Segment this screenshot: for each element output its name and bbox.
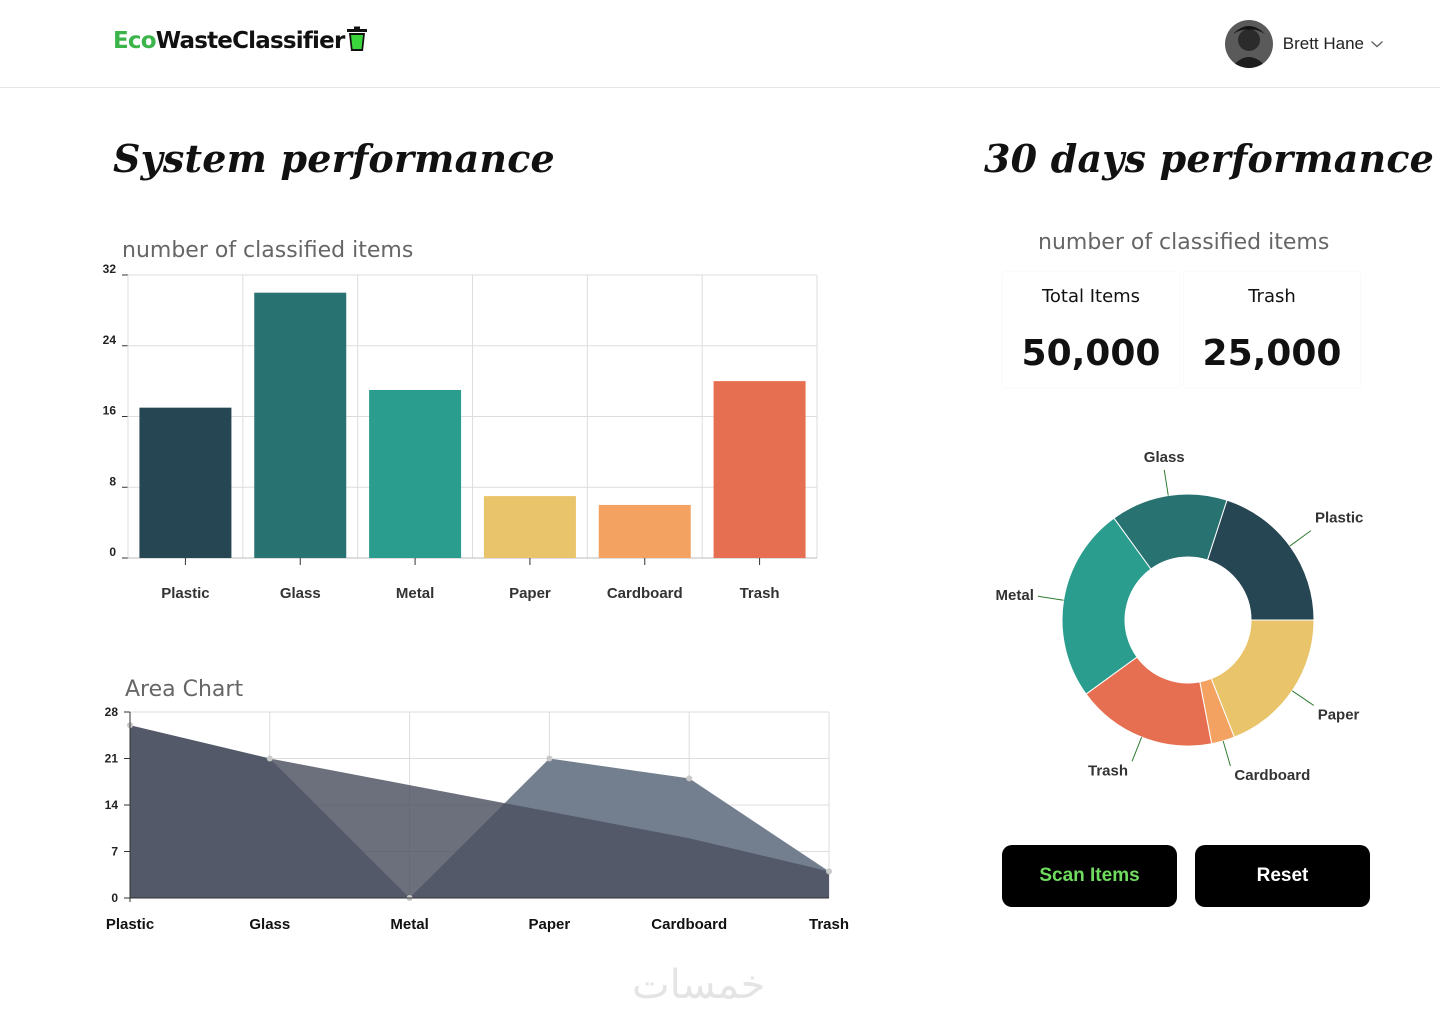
donut-chart: Plastic Paper Cardboard Trash Metal Glass (996, 449, 1364, 784)
x-tick-label-cardboard: Cardboard (651, 916, 727, 933)
area-point (546, 755, 553, 762)
area-point (686, 775, 693, 782)
thirty-days-performance-title: 30 days performance (984, 136, 1435, 181)
slice-leader-trash (1131, 736, 1143, 762)
bar-chart: 0 8 16 24 32 Plastic Glass Metal Paper Cardboard T… (103, 262, 818, 602)
slice-trash (1085, 656, 1213, 747)
top-bar: Eco WasteClassifier Brett Hane (0, 0, 1440, 88)
x-tick-label-plastic: Plastic (161, 585, 209, 602)
trash-bin-icon (347, 26, 368, 51)
slice-leader-plastic (1289, 530, 1312, 547)
y-tick-label: 14 (105, 798, 119, 812)
logo-eco-text: Eco (113, 28, 157, 54)
stat-label-trash: Trash (1248, 286, 1296, 307)
x-tick-label-cardboard: Cardboard (607, 585, 683, 602)
donut-chart-caption: number of classified items (1038, 230, 1330, 255)
y-tick-label: 7 (111, 845, 118, 859)
slice-label-glass: Glass (1144, 449, 1185, 466)
bar-chart-caption: number of classified items (122, 238, 414, 263)
x-tick-label-paper: Paper (509, 585, 551, 602)
slice-leader-paper (1291, 690, 1314, 706)
bar-plastic (139, 407, 232, 558)
area-series-1 (130, 725, 829, 898)
area-chart: 0 7 14 21 28 Plastic Glass Metal Paper Cardboard T… (105, 705, 849, 933)
system-performance-title: System performance (113, 136, 555, 181)
x-tick-label-plastic: Plastic (106, 916, 154, 933)
slice-label-metal: Metal (996, 587, 1034, 604)
y-tick-label: 32 (103, 262, 117, 276)
slice-leader-cardboard (1222, 740, 1231, 767)
stat-value-trash: 25,000 (1202, 333, 1342, 374)
x-tick-label-trash: Trash (809, 916, 849, 933)
stat-value-total-items: 50,000 (1021, 333, 1161, 374)
slice-glass (1113, 493, 1228, 570)
y-tick-label: 28 (105, 705, 119, 719)
bar-trash (713, 381, 806, 558)
x-tick-label-metal: Metal (390, 916, 428, 933)
user-name: Brett Hane (1282, 34, 1364, 53)
area-point (826, 868, 832, 875)
reset-button[interactable]: Reset (1195, 845, 1370, 907)
y-tick-label: 24 (103, 333, 117, 347)
slice-metal (1061, 517, 1152, 695)
bar-paper (483, 496, 576, 558)
watermark-text: خمسات (632, 962, 766, 1008)
stat-card-trash: Trash 25,000 (1184, 272, 1360, 387)
bar-cardboard (598, 504, 691, 558)
logo-name-text: WasteClassifier (155, 28, 346, 54)
slice-leader-glass (1163, 469, 1169, 496)
chevron-down-icon[interactable] (1370, 39, 1384, 49)
slice-label-trash: Trash (1088, 762, 1128, 779)
slice-label-plastic: Plastic (1315, 510, 1363, 527)
bar-glass (254, 292, 347, 558)
slice-leader-metal (1037, 595, 1064, 601)
y-tick-label: 0 (109, 545, 116, 559)
area-point (266, 755, 273, 762)
stat-card-total-items: Total Items 50,000 (1003, 272, 1179, 387)
y-tick-label: 16 (103, 404, 117, 418)
y-tick-label: 21 (105, 752, 119, 766)
x-tick-label-glass: Glass (249, 916, 290, 933)
scan-items-button[interactable]: Scan Items (1002, 845, 1177, 907)
area-chart-caption: Area Chart (125, 677, 244, 702)
x-tick-label-glass: Glass (280, 585, 321, 602)
app-logo[interactable]: Eco WasteClassifier (113, 26, 368, 54)
slice-label-cardboard: Cardboard (1234, 767, 1310, 784)
stat-label-total-items: Total Items (1041, 286, 1141, 307)
slice-paper (1210, 619, 1315, 738)
x-tick-label-paper: Paper (529, 916, 571, 933)
avatar[interactable] (1224, 20, 1273, 68)
user-menu[interactable]: Brett Hane (1224, 20, 1384, 68)
y-tick-label: 8 (109, 474, 116, 488)
slice-label-paper: Paper (1318, 706, 1360, 723)
x-tick-label-metal: Metal (396, 585, 434, 602)
x-tick-label-trash: Trash (740, 585, 780, 602)
y-tick-label: 0 (111, 891, 118, 905)
bar-metal (369, 389, 462, 558)
slice-plastic (1206, 499, 1315, 621)
